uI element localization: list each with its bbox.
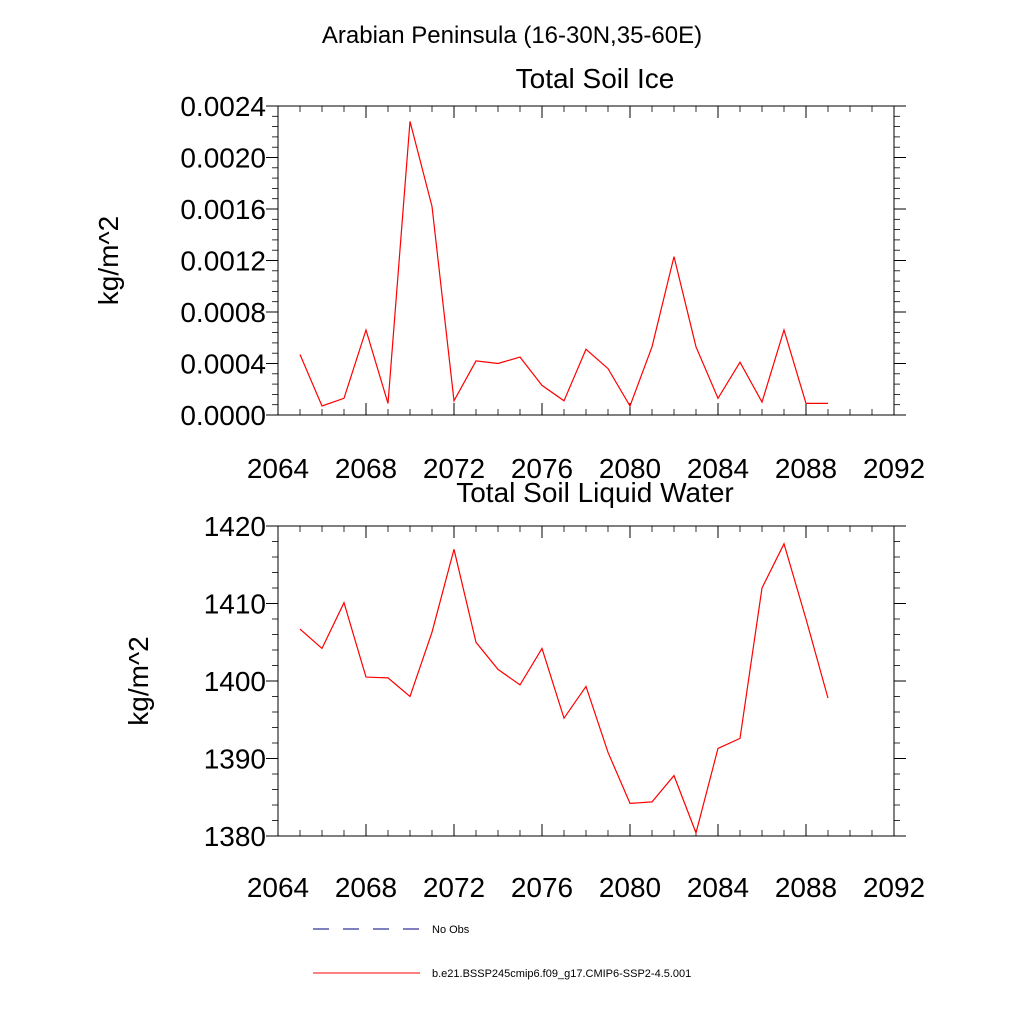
x-tick-label: 2088 — [775, 872, 837, 903]
y-tick-label: 0.0016 — [180, 194, 266, 225]
x-tick-label: 2068 — [335, 453, 397, 484]
y-tick-label: 1390 — [204, 744, 266, 775]
x-tick-label: 2088 — [775, 453, 837, 484]
y-axis-label: kg/m^2 — [123, 636, 154, 725]
y-tick-label: 0.0024 — [180, 91, 266, 122]
y-tick-label: 0.0012 — [180, 246, 266, 277]
legend: No Obs b.e21.BSSP245cmip6.f09_g17.CMIP6-S… — [313, 924, 691, 980]
x-tick-label: 2068 — [335, 872, 397, 903]
legend-label-1: b.e21.BSSP245cmip6.f09_g17.CMIP6-SSP2-4.… — [432, 968, 691, 980]
plot-title: Total Soil Ice — [516, 63, 675, 94]
x-tick-label: 2092 — [863, 453, 925, 484]
y-tick-label: 1380 — [204, 821, 266, 852]
x-tick-label: 2064 — [247, 872, 309, 903]
series-line-0 — [299, 542, 829, 835]
y-tick-label: 0.0008 — [180, 297, 266, 328]
figure-title: Arabian Peninsula (16-30N,35-60E) — [322, 22, 702, 49]
x-tick-label: 2076 — [511, 872, 573, 903]
plot-1: Total Soil Liquid Water 2064 2068 2072 2076 2… — [123, 477, 925, 903]
x-tick-label: 2072 — [423, 872, 485, 903]
y-tick-label: 0.0020 — [180, 143, 266, 174]
plot-title: Total Soil Liquid Water — [456, 477, 734, 508]
x-tick-label: 2080 — [599, 453, 661, 484]
legend-label-0: No Obs — [432, 924, 470, 936]
x-tick-label: 2084 — [687, 872, 749, 903]
y-tick-label: 1420 — [204, 511, 266, 542]
plot-frame — [277, 105, 895, 416]
y-tick-label: 0.0004 — [180, 349, 266, 380]
x-tick-label: 2080 — [599, 872, 661, 903]
x-tick-label: 2064 — [247, 453, 309, 484]
y-axis-label: kg/m^2 — [93, 216, 124, 305]
x-tick-label: 2072 — [423, 453, 485, 484]
series-line-0 — [299, 121, 828, 408]
x-tick-label: 2076 — [511, 453, 573, 484]
x-tick-label: 2084 — [687, 453, 749, 484]
y-tick-label: 0.0000 — [180, 400, 266, 431]
plot-frame — [277, 525, 895, 837]
plot-0: Total Soil Ice 2064 2068 2072 2076 2080 2084 20… — [93, 63, 925, 484]
y-tick-label: 1410 — [204, 589, 266, 620]
x-tick-label: 2092 — [863, 872, 925, 903]
y-tick-label: 1400 — [204, 666, 266, 697]
plots-group: Total Soil Ice 2064 2068 2072 2076 2080 2084 20… — [93, 63, 925, 903]
